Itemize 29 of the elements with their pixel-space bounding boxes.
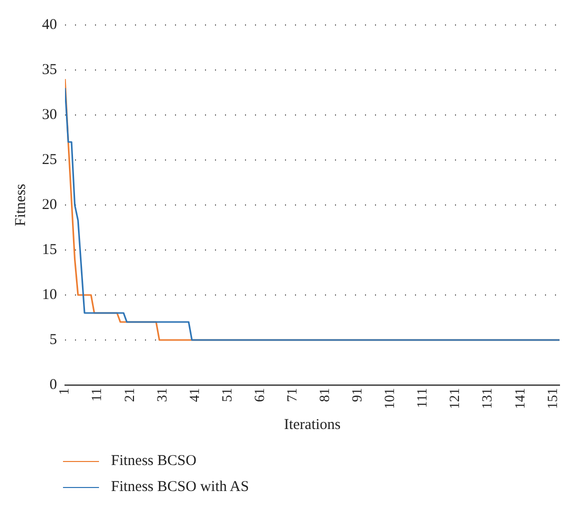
x-tick-label: 151 <box>546 388 561 409</box>
y-tick-label: 20 <box>42 196 57 213</box>
x-tick-label: 61 <box>252 388 268 402</box>
y-tick-label: 25 <box>42 152 57 168</box>
x-tick-label: 141 <box>513 388 528 409</box>
legend-label: Fitness BCSO <box>111 452 196 470</box>
x-tick-label: 121 <box>448 388 464 409</box>
x-tick-label: 91 <box>350 388 366 402</box>
y-tick-label: 15 <box>42 242 57 258</box>
x-tick-label: 31 <box>155 388 170 402</box>
y-tick-label: 30 <box>42 106 57 123</box>
x-tick-label: 71 <box>285 388 300 402</box>
x-tick-label: 21 <box>122 388 138 402</box>
x-tick-label: 131 <box>480 388 496 409</box>
y-tick-label: 10 <box>42 286 57 303</box>
x-tick-label: 1 <box>58 388 73 395</box>
y-tick-label: 40 <box>42 16 57 33</box>
x-tick-label: 41 <box>188 388 203 402</box>
y-axis-title: Fitness <box>12 184 29 226</box>
x-axis-title: Iterations <box>284 416 341 433</box>
y-tick-label: 35 <box>42 62 57 78</box>
x-tick-label: 101 <box>383 388 398 409</box>
y-tick-label: 0 <box>50 376 57 393</box>
x-tick-label: 51 <box>220 388 236 402</box>
y-tick-label: 5 <box>50 332 57 348</box>
x-tick-label: 111 <box>416 388 431 408</box>
legend-label: Fitness BCSO with AS <box>111 478 249 496</box>
x-tick-label: 11 <box>90 388 106 402</box>
x-tick-label: 81 <box>318 388 334 402</box>
